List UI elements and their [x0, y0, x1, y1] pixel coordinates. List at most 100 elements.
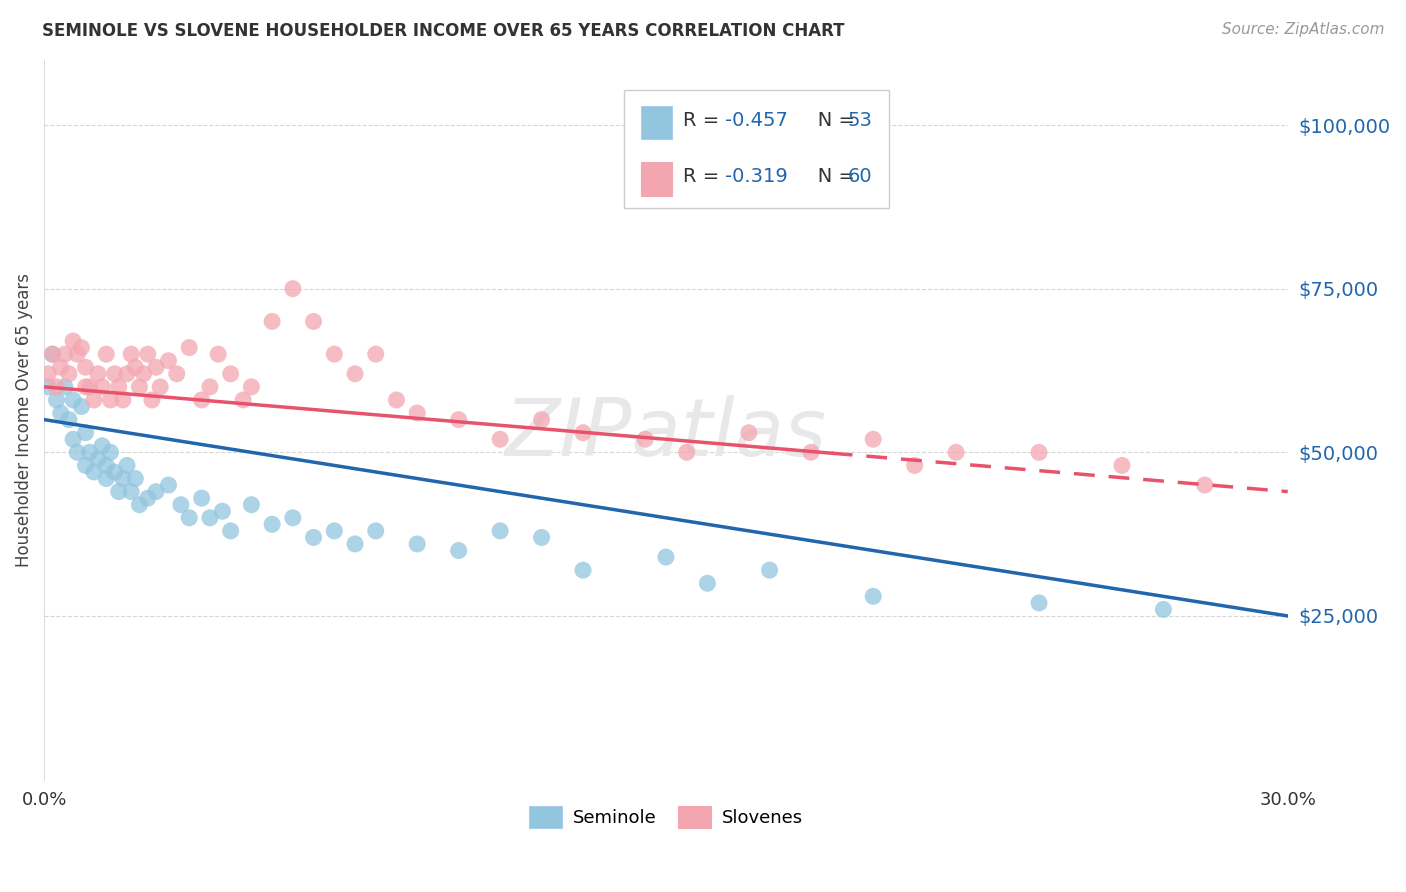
Point [87, 451, 110, 466]
Point [323, 524, 346, 538]
Point [302, 314, 325, 328]
Point [262, 314, 284, 328]
Point [302, 530, 325, 544]
Point [70, 400, 93, 414]
Point [145, 484, 167, 499]
Point [149, 380, 172, 394]
Point [240, 380, 263, 394]
Point [124, 360, 146, 375]
Point [862, 590, 884, 604]
Text: SEMINOLE VS SLOVENE HOUSEHOLDER INCOME OVER 65 YEARS CORRELATION CHART: SEMINOLE VS SLOVENE HOUSEHOLDER INCOME O… [42, 22, 845, 40]
Text: -0.319: -0.319 [725, 168, 789, 186]
Point [572, 563, 595, 577]
Point [655, 550, 678, 565]
Point [530, 530, 553, 544]
Point [96, 458, 118, 473]
Point [145, 360, 167, 375]
Point [157, 353, 180, 368]
Point [53, 380, 76, 394]
Point [240, 498, 263, 512]
Point [111, 392, 134, 407]
Point [572, 425, 595, 440]
Point [62, 334, 84, 348]
Point [758, 563, 780, 577]
Point [364, 347, 387, 361]
Point [489, 432, 512, 446]
Point [232, 392, 254, 407]
Point [87, 367, 110, 381]
Point [364, 524, 387, 538]
Text: R =: R = [683, 168, 725, 186]
Text: ZIPatlas: ZIPatlas [505, 395, 827, 473]
Point [1028, 596, 1050, 610]
Text: N =: N = [799, 168, 860, 186]
Point [96, 471, 118, 485]
Point [1194, 478, 1216, 492]
Point [190, 491, 212, 505]
Point [157, 478, 180, 492]
Point [198, 380, 221, 394]
Point [128, 380, 150, 394]
Point [696, 576, 718, 591]
Point [120, 347, 142, 361]
Point [53, 347, 76, 361]
Point [75, 458, 97, 473]
Point [198, 510, 221, 524]
Point [49, 360, 72, 375]
Point [262, 517, 284, 532]
Point [91, 439, 114, 453]
Point [170, 498, 193, 512]
Point [49, 406, 72, 420]
Point [211, 504, 233, 518]
Point [79, 445, 101, 459]
Point [103, 465, 125, 479]
Point [406, 537, 429, 551]
Point [128, 498, 150, 512]
Point [75, 360, 97, 375]
Y-axis label: Householder Income Over 65 years: Householder Income Over 65 years [15, 273, 32, 566]
Point [111, 471, 134, 485]
Point [800, 445, 823, 459]
Point [41, 347, 63, 361]
Point [91, 380, 114, 394]
Point [66, 347, 89, 361]
Text: N =: N = [799, 111, 860, 129]
Point [58, 367, 80, 381]
Text: -0.457: -0.457 [725, 111, 789, 129]
Point [141, 392, 163, 407]
Point [45, 380, 67, 394]
Point [634, 432, 657, 446]
Point [124, 471, 146, 485]
Point [945, 445, 967, 459]
Point [41, 347, 63, 361]
Point [115, 458, 138, 473]
Point [79, 380, 101, 394]
Point [107, 484, 129, 499]
Point [115, 367, 138, 381]
Point [281, 510, 304, 524]
Point [75, 425, 97, 440]
Text: 53: 53 [848, 111, 873, 129]
Point [66, 445, 89, 459]
Point [1111, 458, 1133, 473]
Point [37, 367, 59, 381]
Point [179, 510, 201, 524]
Point [179, 341, 201, 355]
Point [62, 432, 84, 446]
Point [190, 392, 212, 407]
Point [132, 367, 155, 381]
Point [738, 425, 761, 440]
Point [406, 406, 429, 420]
Point [675, 445, 697, 459]
Point [96, 347, 118, 361]
Point [447, 412, 470, 426]
Point [136, 347, 159, 361]
Point [107, 380, 129, 394]
Point [489, 524, 512, 538]
Point [75, 380, 97, 394]
Legend: Seminole, Slovenes: Seminole, Slovenes [522, 799, 810, 836]
Point [219, 524, 242, 538]
Point [120, 484, 142, 499]
Point [45, 392, 67, 407]
Point [323, 347, 346, 361]
